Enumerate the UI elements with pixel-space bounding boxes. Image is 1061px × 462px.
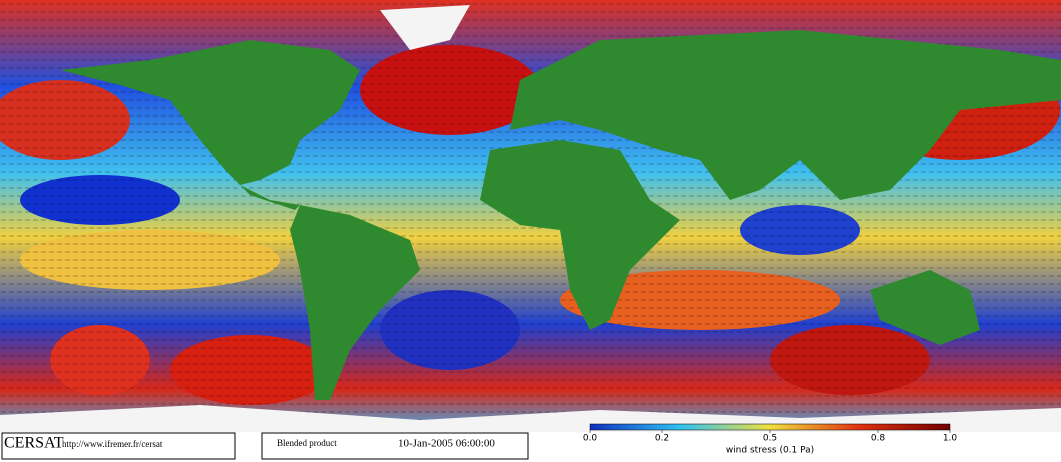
logo: CERSAT xyxy=(4,435,64,452)
product: Blended product xyxy=(277,438,337,448)
logo-box xyxy=(1,432,236,460)
timestamp: 10-Jan-2005 06:00:00 xyxy=(398,438,495,450)
land xyxy=(60,30,1061,400)
colorbar-tick-label: 0.8 xyxy=(871,434,886,444)
colorbar-label: wind stress (0.1 Pa) xyxy=(726,446,814,456)
url: http://www.ifremer.fr/cersat xyxy=(62,439,163,449)
colorbar xyxy=(589,423,951,431)
colorbar-tick-label: 1.0 xyxy=(943,434,958,444)
colorbar-tick-label: 0.0 xyxy=(583,434,598,444)
product-box xyxy=(261,432,529,460)
colorbar-tick-label: 0.5 xyxy=(763,434,777,444)
colorbar-tick-label: 0.2 xyxy=(655,434,669,444)
